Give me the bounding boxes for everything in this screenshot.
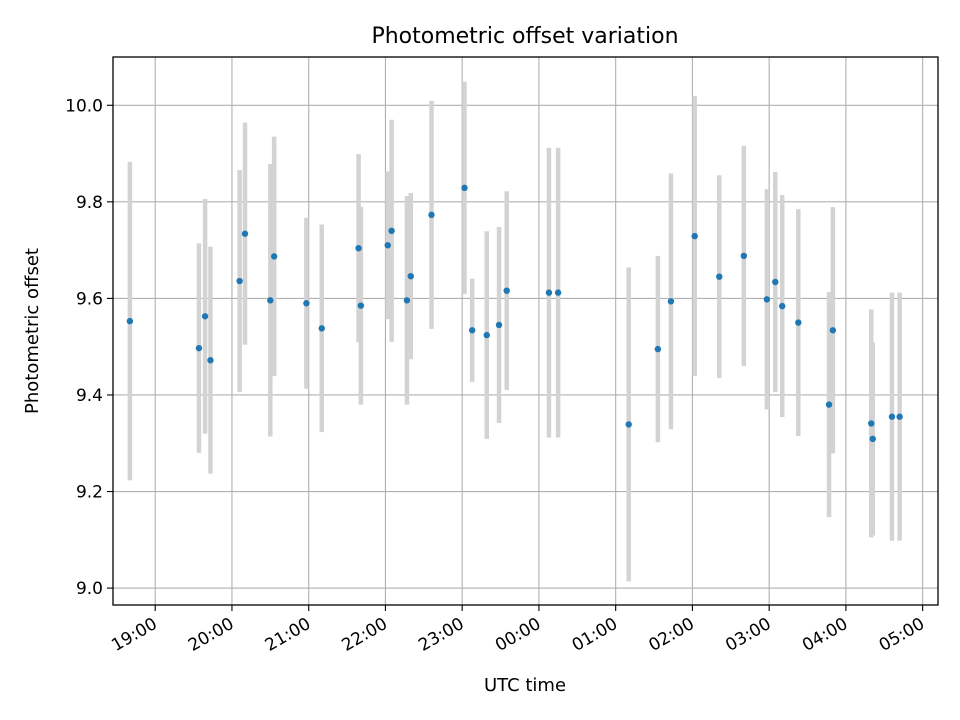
data-point (888, 413, 896, 420)
data-point (403, 297, 411, 304)
data-point (407, 273, 414, 280)
data-point (201, 313, 209, 320)
data-point (126, 317, 134, 325)
plot-frame (112, 56, 939, 606)
data-point (869, 435, 876, 443)
data-point (388, 227, 395, 235)
data-point (270, 253, 278, 260)
data-point (355, 244, 362, 252)
data-point (716, 273, 723, 280)
y-tick-label: 9.0 (76, 579, 103, 599)
data-point (241, 230, 249, 237)
y-axis-label: Photometric offset (22, 248, 43, 414)
data-point (318, 325, 325, 332)
y-tick-label: 9.6 (76, 289, 103, 309)
data-point (667, 298, 675, 305)
y-axis-ticks: 9.0 9.2 9.4 9.6 9.8 10.0 (65, 96, 113, 599)
data-point (625, 421, 632, 428)
data-point (483, 331, 490, 339)
data-point (825, 401, 833, 408)
data-point (829, 327, 837, 334)
data-point (303, 300, 310, 307)
data-point (554, 289, 562, 296)
data-point (195, 344, 203, 352)
x-axis-label: UTC time (484, 675, 566, 696)
y-tick-label: 9.2 (76, 483, 103, 503)
data-point (896, 413, 903, 420)
data-point (654, 345, 662, 353)
data-point (779, 302, 786, 310)
data-point (357, 302, 365, 309)
data-point (545, 289, 553, 296)
data-point-layer (126, 184, 903, 443)
data-point (503, 287, 510, 294)
data-point (428, 211, 435, 219)
data-point (691, 232, 698, 240)
data-point (740, 252, 748, 260)
y-tick-label: 9.8 (76, 193, 103, 213)
data-point (468, 327, 476, 334)
data-point (384, 242, 391, 249)
data-point (763, 296, 771, 303)
data-point (236, 277, 243, 285)
data-point (795, 319, 802, 326)
data-point (207, 357, 214, 364)
data-point (495, 321, 503, 329)
chart-title: Photometric offset variation (371, 24, 678, 49)
data-point (267, 297, 274, 304)
y-tick-label: 9.4 (76, 386, 103, 406)
data-point (461, 184, 468, 192)
data-point (868, 420, 875, 427)
data-point (772, 278, 779, 286)
y-tick-label: 10.0 (65, 96, 103, 116)
